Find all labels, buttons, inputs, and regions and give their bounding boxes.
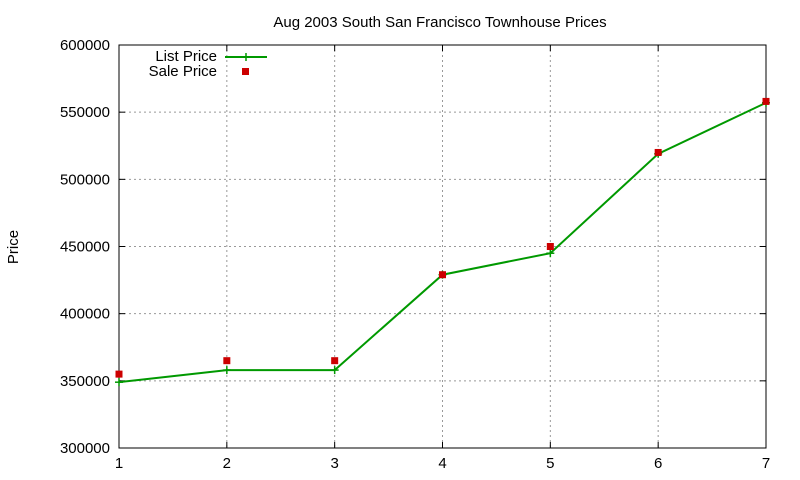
series-layer (115, 97, 770, 387)
x-tick-label: 7 (762, 455, 770, 472)
legend-label-sale-price: Sale Price (149, 63, 217, 80)
x-tick-label: 1 (115, 455, 123, 472)
axis-ticks: 1 2 3 4 5 6 7 300000 350000 400000 450000 500000 550… (60, 37, 770, 472)
legend: List Price Sale Price (149, 48, 267, 80)
x-tick-label: 2 (223, 455, 231, 472)
list-price-point (330, 366, 339, 375)
legend-label-list-price: List Price (155, 48, 217, 65)
x-tick-label: 4 (438, 455, 446, 472)
y-tick-label: 400000 (60, 306, 110, 323)
y-tick-label: 300000 (60, 440, 110, 457)
sale-price-point (223, 357, 231, 365)
y-tick-label: 450000 (60, 239, 110, 256)
list-price-point (546, 249, 555, 258)
list-price-point (115, 378, 123, 387)
y-tick-label: 550000 (60, 104, 110, 121)
sale-price-point (654, 148, 662, 156)
list-price-point (222, 366, 231, 375)
legend-marker-sale-price (242, 68, 249, 75)
y-tick-label: 350000 (60, 373, 110, 390)
sale-price-point (439, 271, 446, 279)
x-tick-label: 3 (330, 455, 338, 472)
sale-price-point (546, 243, 554, 250)
x-tick-label: 5 (546, 455, 554, 472)
y-axis-label: Price (5, 230, 22, 264)
grid (119, 45, 766, 448)
sale-price-point (331, 357, 339, 365)
sale-price-point (115, 370, 123, 378)
y-tick-label: 600000 (60, 37, 110, 54)
chart-title: Aug 2003 South San Francisco Townhouse P… (273, 14, 606, 31)
sale-price-point (762, 97, 770, 105)
y-tick-label: 500000 (60, 171, 110, 188)
x-tick-label: 6 (654, 455, 662, 472)
